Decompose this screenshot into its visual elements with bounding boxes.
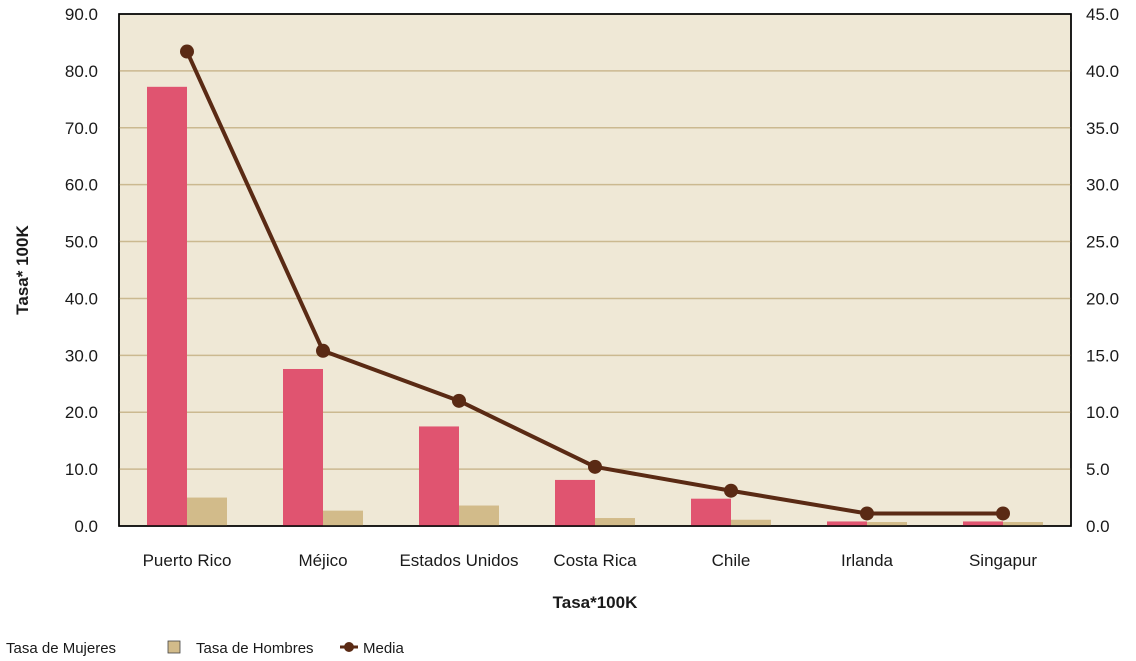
line-series	[180, 44, 1010, 521]
bar-mujeres	[419, 426, 459, 526]
y2-tick-label: 40.0	[1086, 62, 1119, 81]
y-tick-label: 50.0	[65, 233, 98, 252]
x-tick-label: Puerto Rico	[143, 551, 232, 570]
bar-hombres	[187, 497, 227, 526]
y2-tick-label: 35.0	[1086, 119, 1119, 138]
y2-axis-ticks: 0.0 5.0 10.0 15.0 20.0 25.0 30.0 35.0 40.0 45.0	[1086, 5, 1119, 536]
y-axis-title: Tasa* 100K	[13, 225, 32, 315]
bar-mujeres	[555, 479, 595, 526]
y-tick-label: 10.0	[65, 460, 98, 479]
y2-tick-label: 10.0	[1086, 403, 1119, 422]
media-point	[180, 44, 194, 59]
media-point	[588, 459, 602, 474]
x-tick-label: Chile	[712, 551, 751, 570]
legend: Tasa de Mujeres Tasa de Hombres Media	[6, 640, 405, 657]
bars	[147, 86, 1043, 526]
media-point	[452, 393, 466, 408]
legend-label-mujeres: Tasa de Mujeres	[6, 640, 116, 657]
gridlines	[119, 70, 1071, 470]
y-tick-label: 40.0	[65, 289, 98, 308]
y-tick-label: 70.0	[65, 119, 98, 138]
y-tick-label: 20.0	[65, 403, 98, 422]
x-axis-ticks: Puerto Rico Méjico Estados Unidos Costa Ric…	[143, 551, 1038, 570]
legend-label-hombres: Tasa de Hombres	[196, 640, 314, 657]
x-tick-label: Méjico	[298, 551, 347, 570]
bar-hombres	[867, 522, 907, 526]
bar-hombres	[595, 518, 635, 526]
y2-tick-label: 25.0	[1086, 233, 1119, 252]
bar-hombres	[731, 519, 771, 526]
legend-label-media: Media	[363, 640, 405, 657]
bar-mujeres	[963, 521, 1003, 526]
bar-hombres	[1003, 522, 1043, 526]
bar-hombres	[323, 510, 363, 526]
y2-tick-label: 45.0	[1086, 5, 1119, 24]
bar-mujeres	[827, 521, 867, 526]
bar-mujeres	[283, 368, 323, 526]
legend-marker-media	[344, 642, 354, 652]
plot-area	[118, 13, 1072, 527]
x-tick-label: Costa Rica	[553, 551, 637, 570]
media-point	[724, 483, 738, 498]
y2-tick-label: 0.0	[1086, 517, 1110, 536]
y-tick-label: 30.0	[65, 346, 98, 365]
y2-tick-label: 15.0	[1086, 346, 1119, 365]
y2-tick-label: 20.0	[1086, 289, 1119, 308]
y-axis-ticks: 0.0 10.0 20.0 30.0 40.0 50.0 60.0 70.0 80.0 90.0	[65, 5, 98, 536]
legend-swatch-hombres	[167, 640, 181, 654]
media-point	[860, 506, 874, 521]
y-tick-label: 0.0	[74, 517, 98, 536]
bar-hombres	[459, 505, 499, 526]
media-point	[996, 506, 1010, 521]
x-tick-label: Estados Unidos	[399, 551, 518, 570]
x-axis-title: Tasa*100K	[553, 593, 638, 612]
media-point	[316, 343, 330, 358]
x-tick-label: Irlanda	[841, 551, 894, 570]
plot-frame	[118, 13, 1072, 527]
y-tick-label: 90.0	[65, 5, 98, 24]
y2-tick-label: 5.0	[1086, 460, 1110, 479]
bar-mujeres	[691, 498, 731, 526]
bar-mujeres	[147, 86, 187, 526]
y-tick-label: 60.0	[65, 176, 98, 195]
x-tick-label: Singapur	[969, 551, 1037, 570]
y-tick-label: 80.0	[65, 62, 98, 81]
y2-tick-label: 30.0	[1086, 176, 1119, 195]
